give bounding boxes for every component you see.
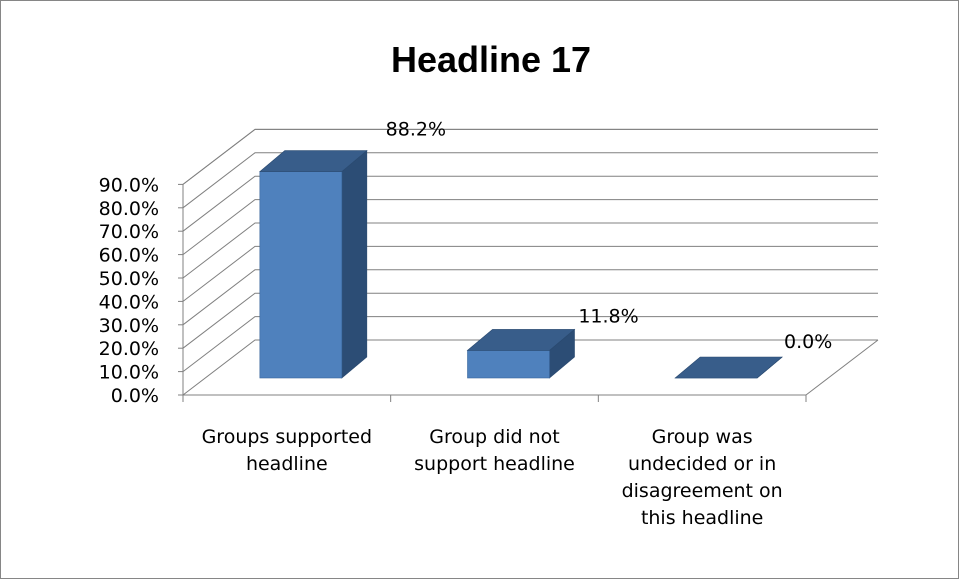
bar-front-face	[467, 350, 550, 379]
data-label: 11.8%	[578, 305, 638, 327]
gridline	[182, 339, 878, 396]
floor-right-edge	[805, 339, 879, 396]
data-label: 88.2%	[386, 119, 446, 141]
gridline	[182, 199, 878, 255]
bar-top-face	[466, 329, 576, 351]
bar-top-face	[259, 150, 368, 172]
chart-title: Headline 17	[390, 39, 592, 80]
x-category-label: headline	[246, 453, 328, 475]
x-category-label: undecided or in	[628, 453, 776, 475]
gridline	[182, 175, 878, 232]
data-label: 0.0%	[784, 331, 832, 353]
gridline	[182, 222, 878, 279]
x-category-label: support headline	[414, 453, 575, 475]
x-category-label: Group was	[652, 426, 753, 448]
y-tick-label: 0.0%	[111, 385, 159, 407]
bar-front-face	[259, 171, 343, 379]
y-tick-label: 40.0%	[99, 291, 159, 313]
gridline	[182, 152, 878, 209]
x-category-label: disagreement on	[622, 480, 783, 502]
y-tick-label: 50.0%	[99, 268, 159, 290]
x-category-label: Group did not	[429, 426, 559, 448]
gridline	[182, 128, 878, 185]
bar-side-face	[341, 149, 368, 379]
gridline	[182, 292, 878, 349]
y-tick-label: 90.0%	[99, 174, 159, 196]
y-tick-label: 30.0%	[99, 315, 159, 337]
gridline	[182, 245, 878, 302]
y-tick-label: 80.0%	[99, 198, 159, 220]
y-tick-label: 70.0%	[99, 221, 159, 243]
gridline	[182, 316, 878, 372]
x-category-label: this headline	[641, 507, 763, 529]
bar-top-face	[674, 356, 783, 379]
gridline	[182, 269, 878, 326]
y-tick-label: 10.0%	[99, 362, 159, 384]
x-category-label: Groups supported	[202, 426, 372, 448]
y-tick-label: 20.0%	[99, 338, 159, 360]
y-tick-label: 60.0%	[99, 245, 159, 267]
